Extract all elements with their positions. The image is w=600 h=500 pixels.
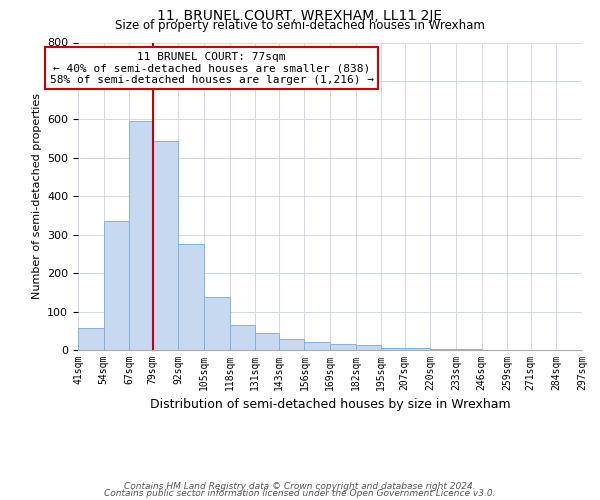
Bar — [381, 348, 405, 350]
Bar — [129, 120, 153, 350]
Bar — [153, 142, 178, 350]
Bar — [430, 349, 456, 350]
Bar — [405, 348, 430, 350]
Bar — [356, 345, 381, 350]
Bar — [230, 325, 255, 350]
Y-axis label: Number of semi-detached properties: Number of semi-detached properties — [32, 93, 41, 299]
Bar — [304, 342, 330, 350]
Text: Contains public sector information licensed under the Open Government Licence v3: Contains public sector information licen… — [104, 489, 496, 498]
Bar — [255, 334, 279, 350]
Bar — [178, 244, 204, 350]
Text: 11, BRUNEL COURT, WREXHAM, LL11 2JE: 11, BRUNEL COURT, WREXHAM, LL11 2JE — [157, 9, 443, 23]
Bar — [279, 339, 304, 350]
Text: Size of property relative to semi-detached houses in Wrexham: Size of property relative to semi-detach… — [115, 19, 485, 32]
Bar — [104, 221, 129, 350]
Text: Contains HM Land Registry data © Crown copyright and database right 2024.: Contains HM Land Registry data © Crown c… — [124, 482, 476, 491]
Bar — [78, 328, 104, 350]
Bar — [204, 297, 230, 350]
Bar — [456, 349, 482, 350]
Text: 11 BRUNEL COURT: 77sqm
← 40% of semi-detached houses are smaller (838)
58% of se: 11 BRUNEL COURT: 77sqm ← 40% of semi-det… — [50, 52, 374, 85]
Bar — [330, 344, 356, 350]
X-axis label: Distribution of semi-detached houses by size in Wrexham: Distribution of semi-detached houses by … — [149, 398, 511, 411]
